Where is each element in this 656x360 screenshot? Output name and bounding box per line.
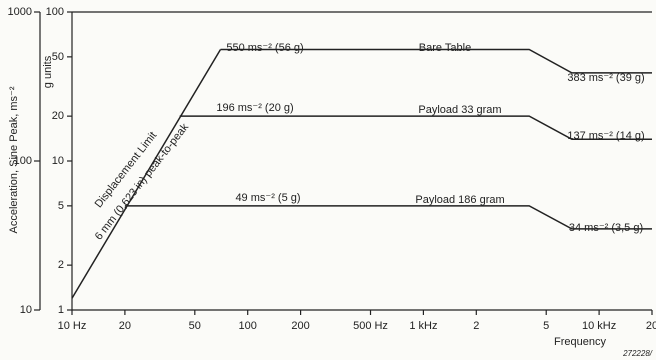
y-axis-label: Acceleration, Sine Peak, ms⁻²: [8, 86, 20, 233]
x-axis-label: Frequency: [554, 336, 606, 348]
y-tick-label: 100: [46, 6, 64, 18]
y-tick-label: 2: [58, 259, 64, 271]
x-tick-label: 200: [291, 320, 309, 332]
annotation: 383 ms⁻² (39 g): [567, 72, 644, 84]
y2-tick-label: 100: [14, 155, 32, 167]
annotation: 34 ms⁻² (3,5 g): [569, 222, 643, 234]
x-tick-label: 5: [543, 320, 549, 332]
x-tick-label: 20: [646, 320, 656, 332]
y-tick-label: 50: [52, 51, 64, 63]
series-line: [220, 48, 652, 74]
annotation: 137 ms⁻² (14 g): [567, 130, 644, 142]
series-line: [124, 205, 652, 230]
annotation: 49 ms⁻² (5 g): [235, 192, 300, 204]
x-tick-label: 500 Hz: [353, 320, 388, 332]
y2-tick-label: 1000: [8, 6, 32, 18]
series-line: [71, 49, 222, 299]
x-tick-label: 10 kHz: [582, 320, 616, 332]
series-label: Bare Table: [419, 42, 471, 54]
y2-tick-label: 10: [20, 304, 32, 316]
y2-axis-label: g units: [42, 55, 54, 88]
y-tick-label: 5: [58, 200, 64, 212]
annotation: 550 ms⁻² (56 g): [226, 42, 303, 54]
x-tick-label: 2: [473, 320, 479, 332]
y-tick-label: 1: [58, 304, 64, 316]
x-tick-label: 1 kHz: [409, 320, 437, 332]
annotation: 196 ms⁻² (20 g): [216, 102, 293, 114]
y-tick-label: 20: [52, 110, 64, 122]
series-label: Payload 186 gram: [415, 194, 504, 206]
series-label: Payload 33 gram: [418, 104, 501, 116]
y-tick-label: 10: [52, 155, 64, 167]
x-tick-label: 100: [239, 320, 257, 332]
x-tick-label: 50: [189, 320, 201, 332]
series-line: [179, 115, 652, 140]
x-tick-label: 20: [119, 320, 131, 332]
x-tick-label: 10 Hz: [58, 320, 87, 332]
footnote: 272228/: [622, 349, 653, 358]
